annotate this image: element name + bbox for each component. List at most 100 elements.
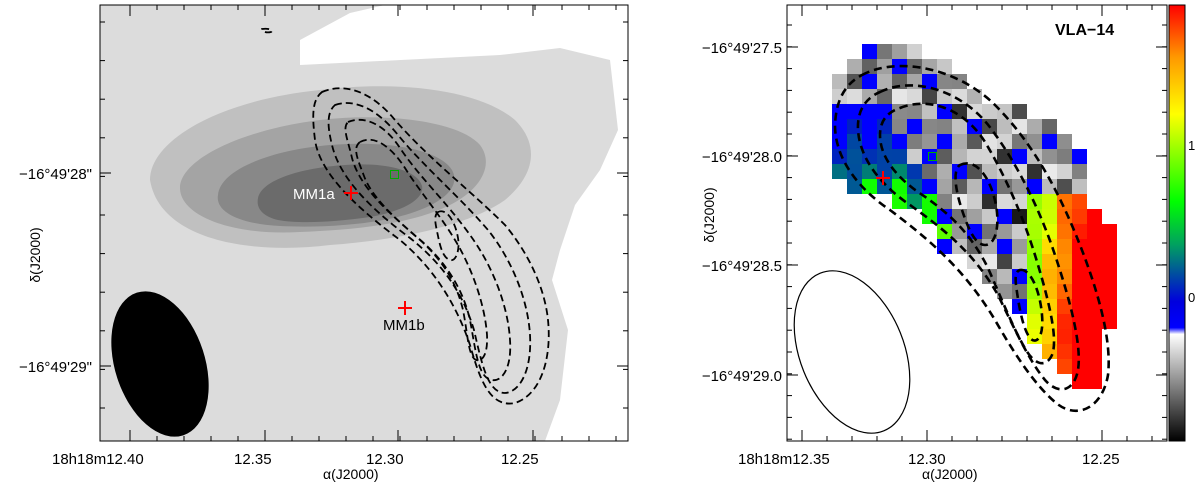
heatmap-pixel <box>1102 299 1117 314</box>
heatmap-pixel <box>1072 254 1087 269</box>
heatmap-pixel <box>847 179 862 194</box>
heatmap-pixel <box>967 134 982 149</box>
heatmap-pixel <box>877 104 892 119</box>
heatmap-pixel <box>877 44 892 59</box>
heatmap-pixel <box>847 164 862 179</box>
colorbar-tick-label-0: 0 <box>1188 290 1195 305</box>
left-panel: MM1a MM1b 18h18m12.40 12.35 12.30 12.25 … <box>19 4 629 482</box>
heatmap-pixel <box>847 104 862 119</box>
heatmap-pixel <box>1072 374 1087 389</box>
heatmap-pixel <box>847 149 862 164</box>
dashed-contour-6 <box>261 27 273 34</box>
heatmap-pixel <box>1012 239 1027 254</box>
heatmap-pixel <box>892 149 907 164</box>
heatmap-pixel <box>1072 164 1087 179</box>
heatmap-pixel <box>1072 209 1087 224</box>
left-xtick-label-4: 12.25 <box>501 451 539 468</box>
heatmap-pixel <box>1057 209 1072 224</box>
heatmap-pixel <box>1057 224 1072 239</box>
heatmap-pixel <box>982 239 997 254</box>
heatmap-pixel <box>967 209 982 224</box>
right-ylabel: δ(J2000) <box>701 187 717 242</box>
heatmap-pixel <box>922 119 937 134</box>
heatmap-pixel <box>997 149 1012 164</box>
right-ytick-label-1: −16°49'27.5 <box>702 40 782 57</box>
heatmap-pixel <box>937 59 952 74</box>
heatmap-pixel <box>937 194 952 209</box>
heatmap-pixel <box>937 179 952 194</box>
heatmap-pixel <box>862 74 877 89</box>
heatmap-pixel <box>1057 269 1072 284</box>
heatmap-pixel <box>1027 224 1042 239</box>
square-marker-left <box>390 170 399 179</box>
heatmap-pixel <box>832 149 847 164</box>
heatmap-pixel <box>922 134 937 149</box>
heatmap-pixel <box>1087 344 1102 359</box>
heatmap-pixel <box>1027 284 1042 299</box>
right-xtick-label-2: 12.30 <box>908 451 946 468</box>
heatmap-pixel <box>1072 329 1087 344</box>
left-axis-ticks <box>100 5 628 441</box>
heatmap-pixel <box>952 89 967 104</box>
right-dashed-contour-3 <box>878 102 1056 365</box>
heatmap-pixel <box>1072 299 1087 314</box>
right-beam-ellipse <box>793 270 911 434</box>
heatmap-pixel <box>1102 269 1117 284</box>
heatmap-pixel <box>1027 179 1042 194</box>
heatmap-pixel <box>997 209 1012 224</box>
heatmap-pixel <box>1012 104 1027 119</box>
left-ytick-label-2: −16°49'29" <box>19 359 92 376</box>
heatmap-pixel <box>922 104 937 119</box>
heatmap-pixel <box>982 224 997 239</box>
left-xlabel: α(J2000) <box>323 466 379 482</box>
heatmap-pixel <box>1057 359 1072 374</box>
heatmap-pixel <box>922 74 937 89</box>
heatmap-pixel <box>1012 149 1027 164</box>
heatmap-pixel <box>1072 284 1087 299</box>
heatmap-pixel <box>1027 119 1042 134</box>
heatmap-pixel <box>922 149 937 164</box>
heatmap-pixel <box>982 134 997 149</box>
right-ytick-label-2: −16°49'28.0 <box>702 149 782 166</box>
heatmap-pixel <box>862 89 877 104</box>
heatmap-pixel <box>1102 224 1117 239</box>
heatmap-pixel <box>1027 299 1042 314</box>
heatmap-pixel <box>1042 134 1057 149</box>
heatmap-pixel <box>847 119 862 134</box>
heatmap-pixel <box>937 239 952 254</box>
heatmap-pixel <box>952 149 967 164</box>
heatmap-pixel <box>997 134 1012 149</box>
dashed-contour-5 <box>434 210 460 262</box>
heatmap-pixel <box>967 149 982 164</box>
heatmap-pixel <box>1042 179 1057 194</box>
left-xtick-label-3: 12.30 <box>366 451 404 468</box>
heatmap-pixel <box>907 119 922 134</box>
heatmap-pixel <box>922 209 937 224</box>
right-dashed-contour-1 <box>833 64 1110 413</box>
heatmap-pixel <box>997 164 1012 179</box>
heatmap-pixel <box>877 74 892 89</box>
heatmap-pixel <box>1072 194 1087 209</box>
right-dashed-contours <box>833 64 1110 413</box>
heatmap-pixel <box>862 134 877 149</box>
heatmap-pixel <box>832 164 847 179</box>
left-xtick-label-2: 12.35 <box>234 451 272 468</box>
right-axis-ticks <box>787 5 1167 441</box>
heatmap-pixel <box>1027 134 1042 149</box>
heatmap-pixel <box>1087 284 1102 299</box>
heatmap-pixel <box>982 149 997 164</box>
heatmap-pixel <box>892 74 907 89</box>
panel-title: VLA−14 <box>1055 22 1114 39</box>
heatmap-pixel <box>1057 164 1072 179</box>
heatmap-pixel <box>1087 374 1102 389</box>
heatmap-pixel <box>1042 254 1057 269</box>
right-dashed-contour-5 <box>1014 268 1044 342</box>
heatmap-pixel <box>1102 284 1117 299</box>
heatmap-pixel <box>937 119 952 134</box>
heatmap-pixel <box>982 104 997 119</box>
heatmap-pixel <box>1087 359 1102 374</box>
heatmap-pixel <box>1057 344 1072 359</box>
right-ytick-label-4: −16°49'29.0 <box>702 368 782 385</box>
heatmap-pixel <box>1057 179 1072 194</box>
heatmap-pixel <box>967 224 982 239</box>
